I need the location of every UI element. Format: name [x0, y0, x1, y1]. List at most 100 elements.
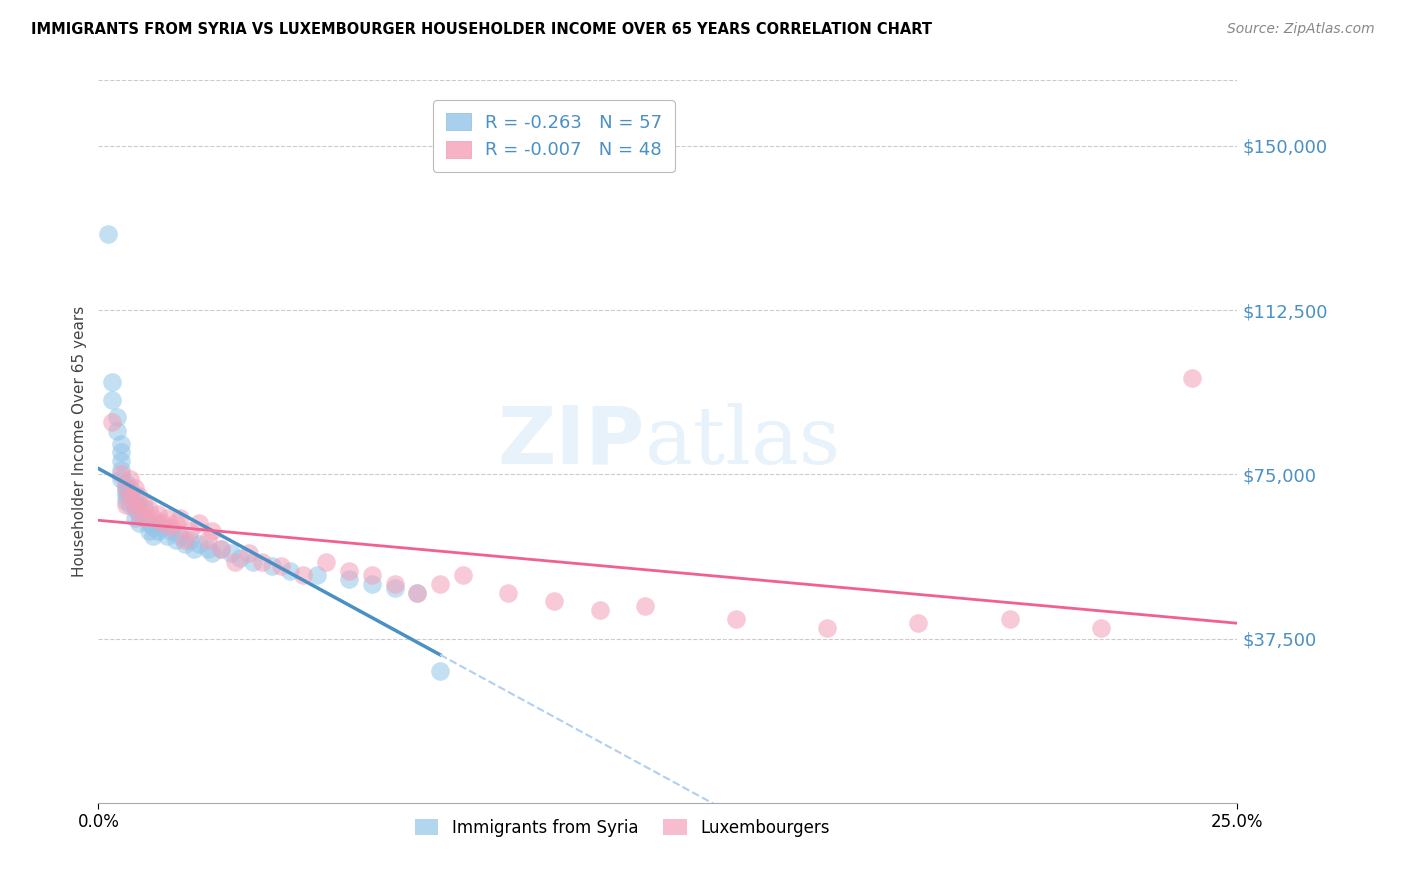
Point: [174, 537, 197, 551]
Point: [307, 568, 329, 582]
Point: [634, 599, 657, 613]
Point: [120, 489, 142, 503]
Point: [179, 533, 201, 547]
Point: [128, 507, 150, 521]
Point: [360, 577, 382, 591]
Text: ZIP: ZIP: [498, 402, 645, 481]
Point: [114, 481, 136, 495]
Point: [114, 476, 136, 491]
Point: [110, 436, 132, 450]
Point: [110, 445, 132, 459]
Point: [114, 489, 136, 503]
Point: [142, 511, 165, 525]
Point: [429, 665, 451, 679]
Point: [725, 612, 748, 626]
Point: [406, 585, 429, 599]
Point: [209, 541, 232, 556]
Point: [201, 524, 224, 539]
Point: [146, 524, 169, 539]
Point: [150, 520, 173, 534]
Point: [120, 498, 142, 512]
Point: [238, 546, 260, 560]
Point: [209, 541, 232, 556]
Point: [124, 489, 146, 503]
Point: [120, 472, 142, 486]
Point: [138, 524, 160, 539]
Point: [292, 568, 315, 582]
Point: [197, 541, 219, 556]
Point: [384, 577, 406, 591]
Point: [179, 524, 201, 539]
Point: [128, 507, 150, 521]
Point: [101, 415, 124, 429]
Point: [201, 546, 224, 560]
Point: [429, 577, 451, 591]
Point: [114, 484, 136, 499]
Point: [132, 498, 155, 512]
Point: [337, 573, 360, 587]
Point: [498, 585, 520, 599]
Text: Source: ZipAtlas.com: Source: ZipAtlas.com: [1227, 22, 1375, 37]
Point: [219, 546, 242, 560]
Point: [114, 481, 136, 495]
Text: atlas: atlas: [645, 402, 841, 481]
Point: [169, 529, 191, 543]
Point: [451, 568, 474, 582]
Point: [165, 533, 187, 547]
Point: [120, 484, 142, 499]
Point: [146, 507, 169, 521]
Point: [815, 621, 838, 635]
Point: [998, 612, 1021, 626]
Point: [543, 594, 565, 608]
Point: [360, 568, 382, 582]
Point: [105, 410, 128, 425]
Point: [128, 516, 150, 530]
Point: [228, 550, 250, 565]
Point: [160, 520, 183, 534]
Point: [132, 502, 155, 516]
Point: [124, 502, 146, 516]
Point: [110, 472, 132, 486]
Point: [174, 533, 197, 547]
Point: [128, 498, 150, 512]
Point: [110, 463, 132, 477]
Point: [124, 498, 146, 512]
Point: [183, 541, 205, 556]
Point: [384, 581, 406, 595]
Point: [120, 481, 142, 495]
Point: [105, 424, 128, 438]
Point: [114, 498, 136, 512]
Point: [169, 511, 191, 525]
Point: [101, 392, 124, 407]
Point: [132, 511, 155, 525]
Point: [146, 516, 169, 530]
Point: [124, 481, 146, 495]
Point: [260, 559, 283, 574]
Point: [142, 520, 165, 534]
Point: [337, 564, 360, 578]
Y-axis label: Householder Income Over 65 years: Householder Income Over 65 years: [72, 306, 87, 577]
Point: [588, 603, 610, 617]
Point: [1181, 371, 1204, 385]
Point: [114, 493, 136, 508]
Legend: Immigrants from Syria, Luxembourgers: Immigrants from Syria, Luxembourgers: [406, 810, 838, 845]
Point: [110, 467, 132, 482]
Point: [187, 516, 209, 530]
Point: [156, 529, 179, 543]
Point: [197, 533, 219, 547]
Point: [124, 511, 146, 525]
Point: [124, 498, 146, 512]
Point: [128, 489, 150, 503]
Point: [150, 516, 173, 530]
Point: [165, 516, 187, 530]
Point: [138, 502, 160, 516]
Point: [252, 555, 274, 569]
Point: [96, 227, 118, 241]
Point: [242, 555, 264, 569]
Point: [138, 516, 160, 530]
Point: [120, 489, 142, 503]
Point: [406, 585, 429, 599]
Point: [907, 616, 929, 631]
Point: [160, 524, 183, 539]
Point: [142, 529, 165, 543]
